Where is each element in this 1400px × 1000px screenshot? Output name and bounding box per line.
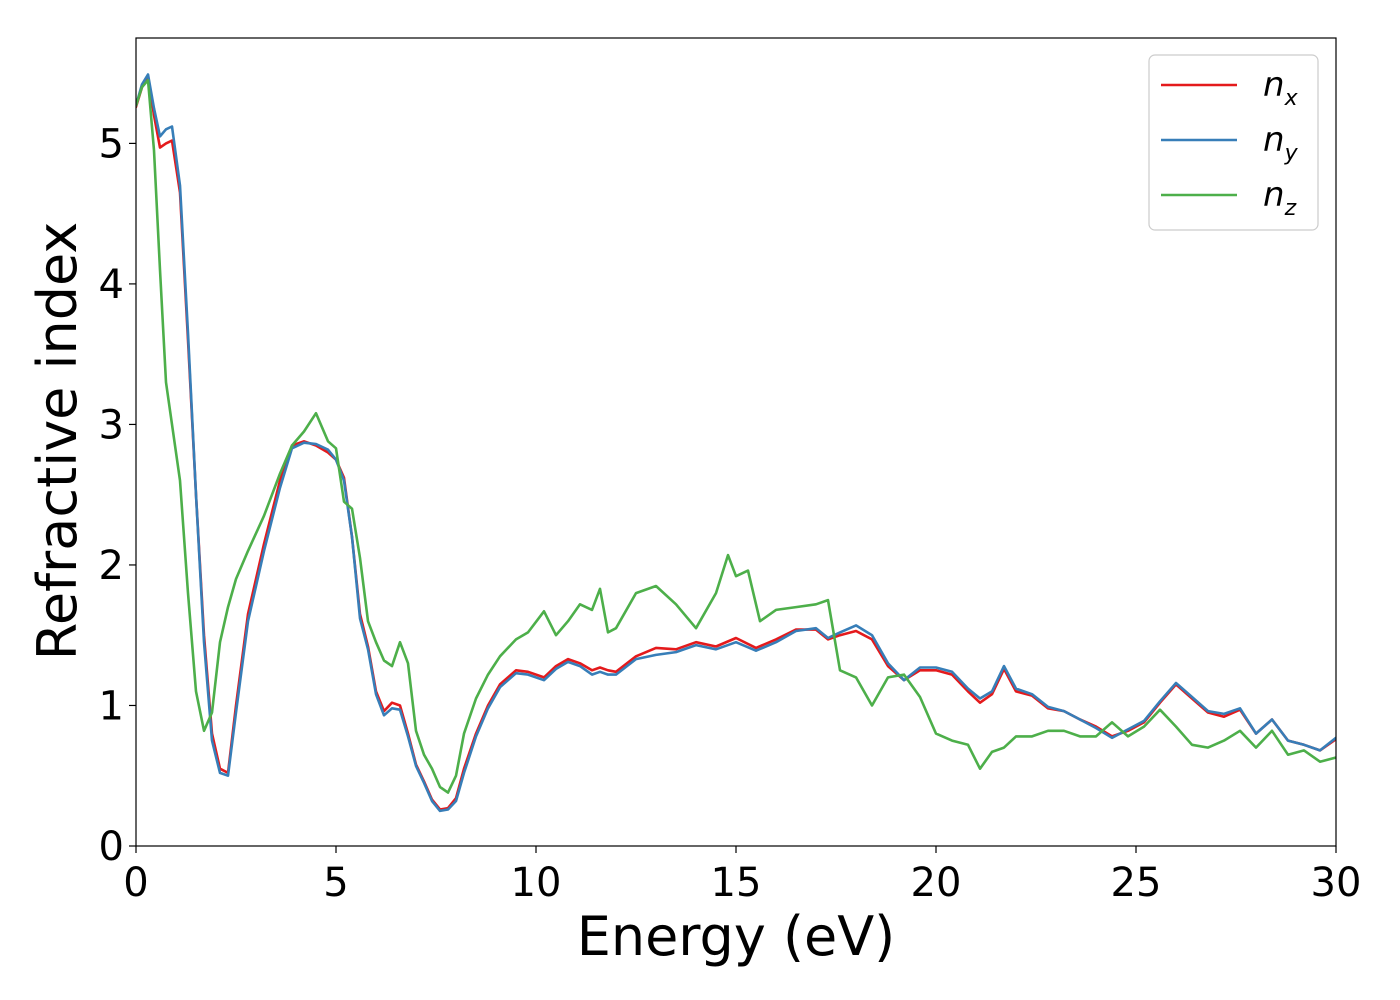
series-line-z xyxy=(136,78,1336,794)
legend-label-base: n xyxy=(1263,65,1285,105)
legend-label-subscript: x xyxy=(1284,86,1299,111)
series-line-y xyxy=(136,73,1336,813)
y-tick-label: 0 xyxy=(99,824,124,870)
y-tick-label: 3 xyxy=(99,402,124,448)
x-axis-title: Energy (eV) xyxy=(577,905,896,968)
legend-label-y: ny xyxy=(1263,120,1299,166)
x-tick-label: 0 xyxy=(123,860,148,906)
x-tick-label: 15 xyxy=(711,860,762,906)
y-tick-label: 2 xyxy=(99,543,124,589)
legend-label-z: nz xyxy=(1263,175,1297,221)
x-tick-label: 30 xyxy=(1311,860,1362,906)
x-tick-label: 20 xyxy=(911,860,962,906)
y-tick-label: 4 xyxy=(99,262,124,308)
legend-label-base: n xyxy=(1263,175,1285,215)
x-tick-label: 5 xyxy=(323,860,348,906)
y-tick-label: 1 xyxy=(99,683,124,729)
x-tick-label: 25 xyxy=(1111,860,1162,906)
y-tick-label: 5 xyxy=(99,121,124,167)
legend-label-subscript: y xyxy=(1284,141,1299,166)
axes: 0 5 10 15 20 25 30 0 1 2 3 4 5 xyxy=(99,37,1362,906)
legend-label-x: nx xyxy=(1263,65,1299,111)
x-tick-label: 10 xyxy=(511,860,562,906)
legend-label-base: n xyxy=(1263,120,1285,160)
legend-box xyxy=(1148,54,1319,231)
legend-label-subscript: z xyxy=(1284,196,1297,221)
plot-area xyxy=(136,73,1336,813)
y-axis-title: Refractive index xyxy=(26,222,89,661)
